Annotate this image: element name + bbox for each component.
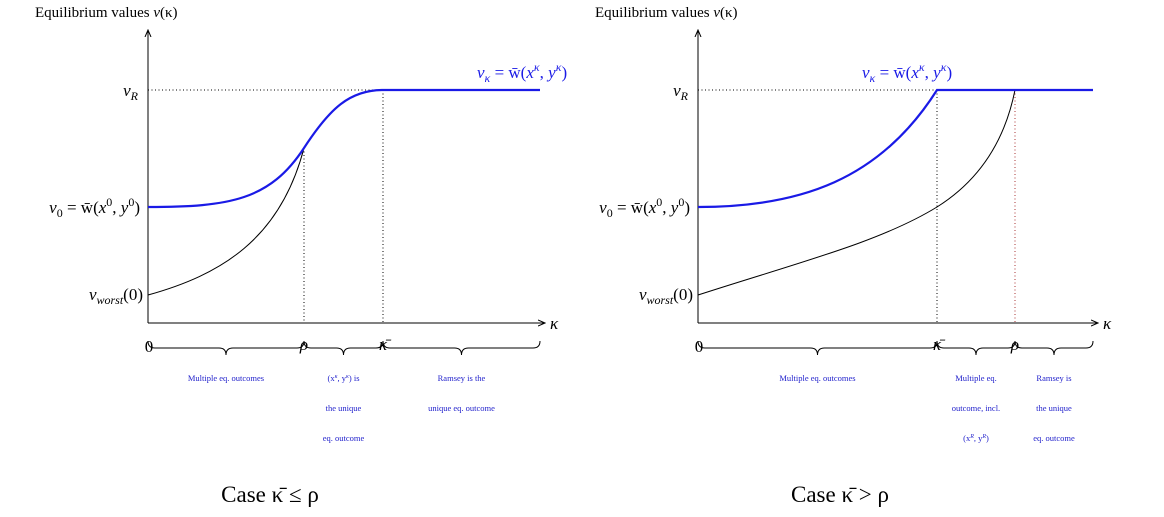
panel-right: Equilibrium values v(κ) κ vκ = w̄(xκ, yκ… (595, 5, 1112, 507)
segment-text: Ramsey is the (438, 373, 486, 383)
segment-text-part: , y (337, 373, 346, 383)
value-curve (147, 88, 540, 209)
x-axis-label: κ (550, 314, 559, 333)
segment-text-part: eq. outcome (323, 433, 365, 443)
worst-curve (147, 147, 305, 296)
segment-text: eq. outcome (323, 433, 365, 443)
x-label: 0 (145, 337, 154, 356)
segment-text: Multiple eq. (955, 373, 997, 383)
segment-text: unique eq. outcome (428, 403, 495, 413)
segment-text-part: R (969, 434, 974, 440)
segment-text-part: ) (986, 433, 989, 443)
x-axis-label: κ (1103, 314, 1112, 333)
segment-text-part: R (981, 434, 986, 440)
y-axis-label: Equilibrium values v(κ) (35, 5, 178, 21)
y-label: vworst(0) (639, 285, 693, 307)
segment-text: the unique (1036, 403, 1072, 413)
y-label: vR (673, 81, 689, 103)
y-label: v0 = w̄(x0, y0) (599, 195, 690, 220)
brace (697, 340, 938, 356)
segment-text-part: Multiple eq. outcomes (188, 373, 264, 383)
segment-text-part: κ (346, 374, 349, 380)
brace (303, 340, 384, 356)
segment-text: (xκ, yκ) is (328, 373, 360, 383)
panel-left: Equilibrium values v(κ) κ vκ = w̄(xκ, yκ… (35, 5, 567, 507)
y-label: v0 = w̄(x0, y0) (49, 195, 140, 220)
brace (147, 340, 305, 356)
segment-text: (xR, yR) (963, 433, 989, 443)
y-label: vR (123, 81, 139, 103)
segment-text: Multiple eq. outcomes (779, 373, 855, 383)
segment-text: eq. outcome (1033, 433, 1075, 443)
worst-curve (697, 89, 1016, 296)
segment-text-part: , y (974, 433, 983, 443)
segment-text-part: outcome, incl. (952, 403, 1000, 413)
brace (1014, 340, 1094, 356)
segment-text-part: the unique (326, 403, 362, 413)
segment-text-part: (x (963, 433, 971, 443)
segment-text-part: the unique (1036, 403, 1072, 413)
segment-text: Ramsey is (1036, 373, 1071, 383)
segment-text: the unique (326, 403, 362, 413)
segment-text-part: (x (328, 373, 336, 383)
y-label: vworst(0) (89, 285, 143, 307)
segment-text: Multiple eq. outcomes (188, 373, 264, 383)
segment-text-part: unique eq. outcome (428, 403, 495, 413)
segment-text-part: eq. outcome (1033, 433, 1075, 443)
y-axis-label: Equilibrium values v(κ) (595, 5, 738, 21)
value-curve (697, 88, 1093, 209)
segment-text: outcome, incl. (952, 403, 1000, 413)
segment-text-part: Multiple eq. (955, 373, 997, 383)
segment-text-part: Ramsey is the (438, 373, 486, 383)
x-label: κ̄ (379, 335, 392, 354)
brace (936, 340, 1016, 356)
segment-text-part: Multiple eq. outcomes (779, 373, 855, 383)
segment-text-part: κ (335, 374, 338, 380)
caption: Case κ̄ ≤ ρ (221, 482, 319, 507)
segment-text-part: ) is (349, 373, 360, 383)
curve-label: vκ = w̄(xκ, yκ) (477, 60, 567, 85)
segment-text-part: Ramsey is (1036, 373, 1071, 383)
curve-label: vκ = w̄(xκ, yκ) (862, 60, 952, 85)
x-label: κ̄ (933, 335, 946, 354)
brace (382, 340, 541, 356)
caption: Case κ̄ > ρ (791, 482, 889, 507)
x-label: 0 (695, 337, 704, 356)
